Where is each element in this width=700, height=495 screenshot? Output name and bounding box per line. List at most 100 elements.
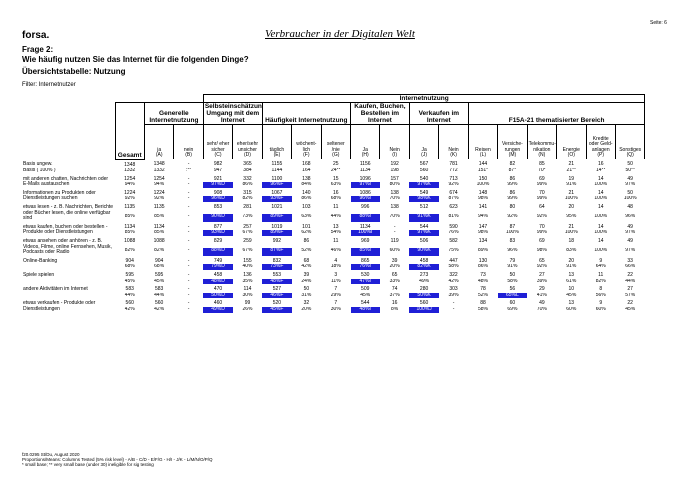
cell: 315: [233, 188, 262, 197]
cell: 101: [292, 222, 321, 231]
cell: 100%: [557, 196, 586, 202]
cell: 4: [321, 256, 350, 265]
cell: 68%: [321, 196, 350, 202]
cell-value: 147: [478, 223, 488, 230]
cell: 70%: [380, 196, 409, 202]
cell: 13: [557, 298, 586, 307]
cell: 582: [439, 236, 468, 248]
cell: 68%: [115, 264, 144, 270]
cell: 85%: [144, 214, 173, 222]
cell-value: 65: [539, 257, 545, 264]
cell: 29%: [321, 293, 350, 299]
cell-value: 982: [213, 161, 223, 167]
count-row: andere Aktivitäten im Internet 583 583 - 470…: [22, 284, 645, 293]
cell: 14: [586, 222, 615, 231]
cell: 87%: [439, 196, 468, 202]
cell: 96%F: [262, 182, 292, 188]
cell-value: 99%: [536, 182, 547, 188]
cell: 86: [292, 236, 321, 248]
cell: 73%: [233, 214, 262, 222]
cell-value: -: [187, 248, 190, 253]
cell: 100%: [615, 196, 645, 202]
cell: -: [174, 159, 203, 168]
cell: -: [174, 236, 203, 248]
cell: 39%: [527, 279, 556, 285]
cell: 520: [262, 298, 291, 307]
cell-value: 544: [419, 223, 429, 230]
cell-value: 13: [568, 272, 575, 278]
cell: 65: [380, 270, 409, 279]
cell: 560: [144, 298, 173, 307]
cell: 30%: [233, 293, 262, 299]
column-label: täglich: [269, 146, 285, 153]
cell-value: 87*: [508, 168, 517, 174]
cell: 100%: [586, 182, 615, 188]
cell: 674: [439, 188, 468, 197]
cell: 1332: [144, 168, 173, 174]
cell: 49%D: [203, 306, 233, 313]
cell: -: [174, 188, 203, 197]
cell-value: 90%D: [211, 214, 225, 220]
cell: 16: [380, 298, 409, 307]
cell-value: 48%: [477, 278, 488, 284]
cell: 11%: [321, 279, 350, 285]
cell: 91%: [557, 182, 586, 188]
row-label: mit anderen chatten, Nachrichten oder E-…: [23, 175, 109, 188]
cell: -: [174, 230, 203, 236]
cell-value: 50: [303, 286, 310, 293]
cell-value: 22: [627, 300, 633, 307]
cell-value: 168: [302, 161, 311, 167]
basis-row: Basis ungew. 1348 1348 - 982 365 1155 168 25 1156…: [22, 159, 645, 168]
cell-value: -: [452, 306, 455, 312]
cell-value: 9: [599, 257, 603, 264]
cell-value: 119: [390, 238, 399, 245]
cell: 49: [615, 174, 645, 183]
cell-value: 96%D: [211, 196, 225, 202]
cell: 1224: [115, 188, 144, 197]
cell-value: -: [187, 189, 190, 196]
cell: 100%: [498, 230, 527, 236]
cell-value: 92%: [448, 182, 459, 188]
cell: 996: [351, 202, 380, 214]
header-row: Internetnutzung: [22, 94, 646, 103]
cell-value: 1135: [153, 204, 165, 211]
cell: -: [439, 298, 468, 307]
column-label: Versiche- rungen: [501, 141, 523, 153]
cell-value: 772: [449, 168, 458, 174]
cell: 42%: [439, 279, 468, 285]
percent-row: 44% 44% - 50%D 30% 46%F 31% 29% 45% 37% 50%K 39% 52%…: [22, 292, 645, 299]
cell: 69: [527, 236, 556, 248]
cell: 560: [409, 168, 438, 174]
cell: 20: [557, 256, 586, 265]
column-letter: (N): [538, 152, 546, 159]
cell: 1224: [144, 188, 173, 197]
cell-value: -: [187, 223, 190, 230]
cell-value: 39%: [448, 292, 459, 298]
cell: 384: [233, 168, 262, 174]
cell-value: 85%: [124, 214, 135, 220]
cell-value: -: [187, 300, 190, 307]
cell-value: -: [393, 230, 396, 236]
cell: 79: [498, 256, 527, 265]
cell: 82%: [586, 279, 615, 285]
cell-value: 148: [478, 189, 488, 196]
cell: 60%: [586, 307, 615, 313]
row-label: etwas verkaufen - Produkte oder Dienstle…: [23, 300, 96, 312]
group-header: Kaufen, Buchen, Bestellen im Internet: [350, 102, 410, 125]
cell: -: [174, 298, 203, 307]
cell-value: 1134: [359, 223, 371, 230]
cell: 88: [468, 298, 497, 307]
column-label: Nein: [389, 146, 400, 153]
cell: 100%: [586, 214, 615, 222]
cell: 83%: [557, 248, 586, 256]
cell: 94%: [144, 182, 173, 188]
cell: 48%F: [262, 278, 292, 285]
cell-value: 92%: [124, 196, 135, 202]
column-header: Telekommu- nikation (N): [526, 124, 558, 159]
cell-value: 99%: [507, 196, 518, 202]
cell-value: 322: [449, 272, 458, 278]
page-number: Seite: 6: [650, 20, 667, 26]
cell-value: 90%K: [417, 248, 431, 253]
cell-value: 50: [627, 189, 633, 196]
cell-value: 42%: [448, 278, 459, 284]
